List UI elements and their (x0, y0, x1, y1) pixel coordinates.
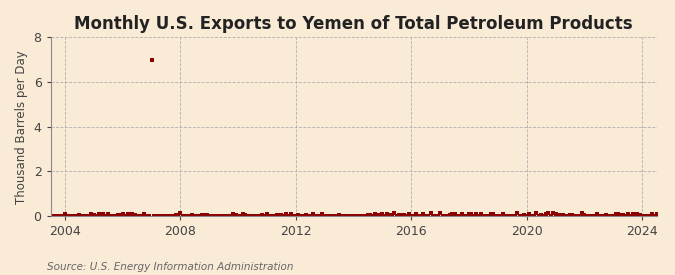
Title: Monthly U.S. Exports to Yemen of Total Petroleum Products: Monthly U.S. Exports to Yemen of Total P… (74, 15, 633, 33)
Y-axis label: Thousand Barrels per Day: Thousand Barrels per Day (15, 50, 28, 204)
Text: Source: U.S. Energy Information Administration: Source: U.S. Energy Information Administ… (47, 262, 294, 272)
